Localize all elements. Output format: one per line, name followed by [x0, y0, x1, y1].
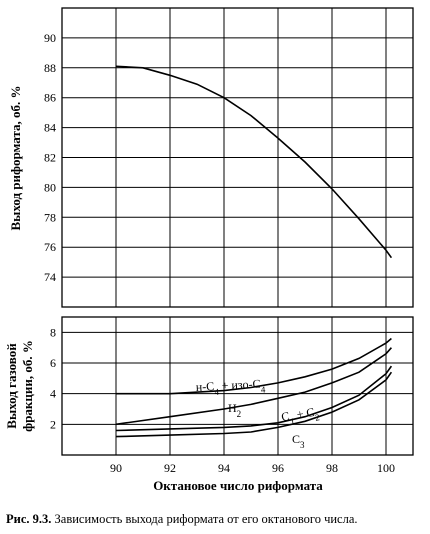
top-panel-grid [62, 8, 413, 307]
top-y-tick-label: 74 [44, 270, 56, 284]
bottom-y-tick-label: 4 [50, 387, 56, 401]
bottom-series-line [115, 365, 393, 432]
top-y-tick-label: 76 [44, 240, 56, 254]
label-h2: Н2 [228, 401, 241, 419]
top-y-tick-label: 86 [44, 91, 56, 105]
top-y-tick-labels: 74 76 78 80 82 84 86 88 90 [44, 31, 56, 284]
bottom-y-tick-label: 6 [50, 356, 56, 370]
x-tick-label: 96 [272, 461, 284, 475]
bottom-series-line [116, 337, 392, 395]
bottom-y-axis-label-line1: Выход газовой [4, 343, 19, 429]
bottom-y-axis-label-line2: фракции, об. % [20, 340, 35, 432]
bottom-y-tick-labels: 2 4 6 8 [50, 325, 56, 431]
bottom-panel-grid [62, 317, 413, 455]
x-tick-label: 94 [218, 461, 230, 475]
top-y-tick-label: 84 [44, 121, 56, 135]
label-c1-c2: С1 + С2 [280, 404, 320, 428]
top-y-axis-label: Выход риформата, об. % [8, 86, 23, 231]
x-tick-label: 98 [326, 461, 338, 475]
x-tick-label: 90 [110, 461, 122, 475]
top-y-tick-label: 90 [44, 31, 56, 45]
x-tick-label: 100 [377, 461, 395, 475]
top-y-tick-label: 88 [44, 61, 56, 75]
top-y-tick-label: 80 [44, 180, 56, 194]
top-series-line [115, 65, 393, 259]
figure-caption: Рис. 9.3. Зависимость выхода риформата о… [6, 512, 358, 526]
label-c3: С3 [292, 432, 305, 450]
bottom-series [115, 337, 393, 438]
top-y-tick-label: 78 [44, 210, 56, 224]
bottom-y-tick-label: 8 [50, 325, 56, 339]
bottom-series-line [115, 347, 392, 426]
top-panel-frame [61, 7, 414, 308]
bottom-y-tick-label: 2 [50, 417, 56, 431]
bottom-series-line [115, 371, 393, 438]
x-tick-label: 92 [164, 461, 176, 475]
x-axis-label: Октановое число риформата [153, 478, 323, 493]
top-y-tick-label: 82 [44, 151, 56, 165]
x-tick-labels: 90 92 94 96 98 100 [110, 461, 395, 475]
bottom-panel-frame [61, 316, 414, 456]
label-butanes: н-С4 + изо-С4 [195, 376, 266, 398]
top-series [115, 65, 393, 259]
